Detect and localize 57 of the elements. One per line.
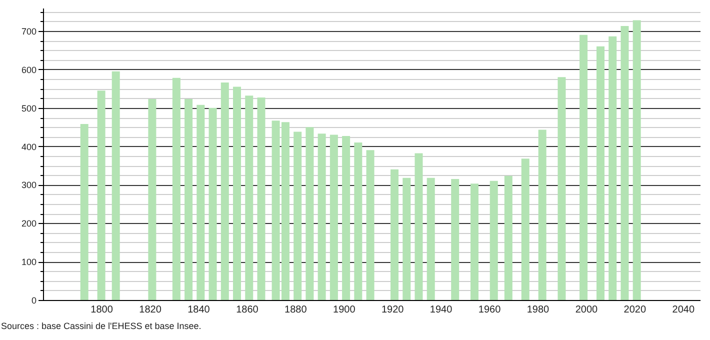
x-tick-label: 1800 [90,304,114,316]
bar [318,134,326,300]
y-tick-label: 500 [21,103,36,114]
bar [354,142,362,300]
y-tick-label: 600 [21,64,36,75]
bar [342,136,350,300]
bar [490,180,498,300]
x-tick-label: 2020 [624,304,646,316]
bar [208,108,217,300]
bar [632,20,641,300]
bar [521,158,530,300]
x-tick-label: 1880 [284,304,308,316]
y-tick-label: 700 [21,26,36,37]
bar [112,71,120,300]
bar [414,153,423,300]
bar [148,99,156,300]
bar [620,26,629,300]
bar [184,99,193,300]
x-tick-label: 1860 [236,304,259,316]
bar [504,176,512,300]
bar [558,77,566,300]
bar [538,130,546,300]
y-tick-label: 100 [21,257,36,268]
x-tick-label: 2040 [672,304,695,316]
y-tick-label: 400 [21,142,36,152]
x-tick-label: 1980 [526,304,550,316]
bar [608,36,617,300]
bar [196,104,205,300]
x-tick-label: 2000 [575,304,598,316]
bar [470,184,478,300]
bar [402,178,411,300]
y-tick-label: 300 [21,180,36,190]
x-tick-label: 1900 [333,304,356,316]
bar [330,134,338,300]
bar [172,78,180,300]
y-tick-label: 0 [31,296,36,306]
x-tick-label: 1940 [430,304,453,316]
bar [596,46,604,300]
bar [257,98,266,300]
bar [233,86,242,300]
bar [245,96,254,300]
y-tick-label: 200 [21,218,36,229]
bar [97,90,106,300]
bar [366,150,374,300]
source-note: Sources : base Cassini de l'EHESS et base Insee. [0,321,202,331]
bar [306,127,314,300]
bar [220,82,229,300]
bar [426,178,435,300]
bar [451,178,460,300]
x-tick-label: 1920 [381,304,404,316]
bar [390,169,399,300]
bar [80,124,88,300]
bar [294,132,302,300]
bar [580,34,588,300]
x-tick-label: 1960 [478,304,502,316]
x-tick-label: 1820 [139,304,162,316]
x-tick-label: 1840 [188,304,210,316]
